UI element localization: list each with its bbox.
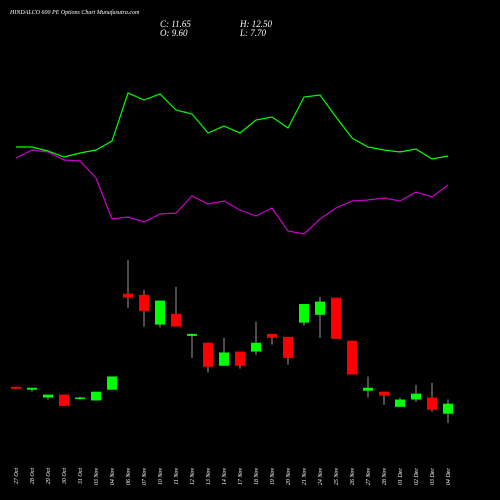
candle-body	[27, 387, 37, 390]
indicator-line	[15, 149, 449, 235]
x-tick-label: 03 Dec	[430, 468, 436, 485]
candle-body	[283, 336, 293, 358]
x-tick-label: 21 Nov	[302, 468, 308, 486]
x-tick-label: 03 Nov	[94, 468, 100, 486]
candle-body	[315, 301, 325, 315]
x-tick-label: 04 Nov	[109, 468, 116, 486]
x-tick-label: 28 Oct	[30, 468, 36, 484]
ohlc-label: C: 11.65	[160, 19, 191, 29]
x-tick-label: 10 Nov	[158, 468, 164, 486]
x-tick-label: 02 Dec	[414, 468, 420, 485]
ohlc-label: L: 7.70	[239, 28, 267, 38]
indicator-line	[16, 92, 449, 160]
candle-body	[203, 342, 213, 367]
ohlc-label: O: 9.60	[160, 28, 188, 38]
x-tick-label: 29 Oct	[46, 468, 52, 484]
candle-body	[347, 340, 357, 375]
candle-body	[299, 304, 309, 323]
x-tick-label: 24 Nov	[317, 468, 324, 486]
x-tick-label: 25 Nov	[334, 468, 340, 486]
candle-body	[363, 387, 373, 391]
x-tick-label: 06 Nov	[126, 468, 132, 486]
candle-body	[187, 333, 197, 336]
candle-body	[11, 386, 21, 389]
candle-body	[331, 297, 341, 339]
candle-body	[123, 293, 133, 298]
candle-body	[251, 342, 261, 352]
x-tick-label: 11 Nov	[174, 468, 180, 485]
candle-body	[379, 391, 389, 396]
candle-body	[219, 352, 229, 366]
ohlc-label: H: 12.50	[239, 19, 272, 29]
candle-body	[59, 394, 69, 406]
x-tick-label: 31 Oct	[78, 468, 84, 485]
candle-body	[427, 397, 437, 410]
candle-body	[91, 391, 101, 401]
candle-body	[267, 333, 277, 338]
candle-body	[139, 294, 149, 311]
candle-body	[235, 351, 245, 366]
candle-body	[411, 393, 421, 400]
x-tick-label: 20 Nov	[286, 468, 292, 486]
x-tick-label: 30 Oct	[62, 468, 68, 485]
candle-body	[107, 376, 117, 390]
x-tick-label: 18 Nov	[254, 468, 260, 486]
candle-body	[443, 403, 453, 414]
x-tick-label: 01 Dec	[398, 468, 404, 485]
x-tick-label: 27 Oct	[14, 468, 20, 484]
x-tick-label: 13 Nov	[206, 468, 212, 486]
candle-body	[395, 399, 405, 407]
x-tick-label: 07 Nov	[142, 468, 148, 486]
x-tick-label: 26 Nov	[350, 468, 356, 486]
x-tick-label: 17 Nov	[238, 468, 244, 486]
x-tick-label: 28 Nov	[382, 468, 388, 486]
x-tick-label: 12 Nov	[190, 468, 196, 486]
x-tick-label: 19 Nov	[270, 468, 276, 486]
chart-title: HINDALCO 600 PE Options Chart Munafasutr…	[9, 9, 140, 16]
candle-body	[75, 397, 85, 400]
candle-body	[171, 313, 181, 327]
candle-body	[155, 300, 165, 325]
x-tick-label: 14 Nov	[221, 468, 228, 486]
x-tick-label: 27 Nov	[366, 468, 372, 486]
x-tick-label: 04 Dec	[445, 468, 452, 485]
candle-body	[43, 394, 53, 398]
